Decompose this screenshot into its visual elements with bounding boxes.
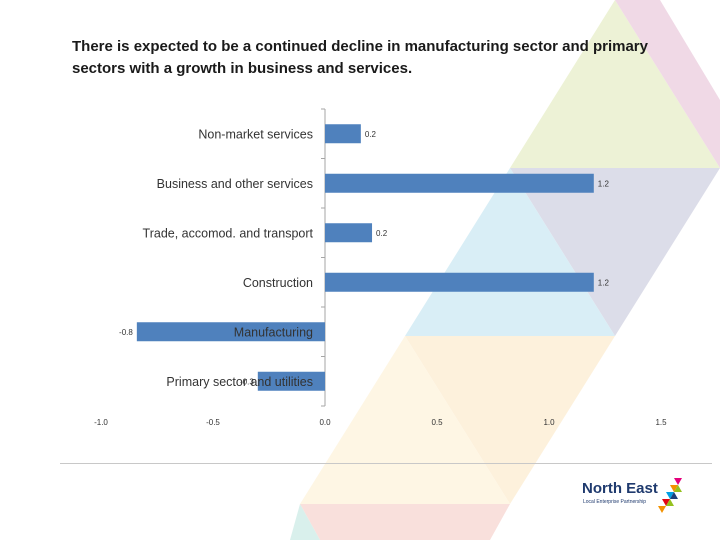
chart-labels: -1.0 -0.5 0.0 0.5 1.0 1.5 Non-market services 0… (94, 127, 667, 427)
category-label: Construction (243, 276, 313, 290)
x-tick-label: 0.5 (431, 418, 443, 427)
north-east-lep-logo: North East Local Enterprise Partnership (582, 478, 694, 518)
data-label: 1.2 (598, 179, 610, 188)
x-tick-label: -1.0 (94, 418, 108, 427)
slide-title: There is expected to be a continued decl… (72, 38, 648, 77)
data-label: 1.2 (598, 278, 610, 287)
chart-bars (136, 124, 594, 391)
bar-1 (325, 173, 594, 193)
x-tick-label: 1.0 (543, 418, 555, 427)
x-tick-label: -0.5 (206, 418, 220, 427)
data-label: -0.3 (240, 377, 254, 386)
data-label: 0.2 (376, 229, 388, 238)
category-label: Trade, accomod. and transport (143, 226, 314, 240)
data-label: 0.2 (365, 130, 377, 139)
logo-name: North East (582, 480, 658, 497)
bar-4 (136, 322, 325, 342)
logo-mark-icon (658, 478, 682, 513)
footer-divider (60, 463, 712, 464)
bar-5 (257, 371, 325, 391)
category-label: Manufacturing (234, 325, 313, 339)
x-tick-label: 1.5 (655, 418, 667, 427)
data-label: -0.8 (119, 328, 133, 337)
category-label: Non-market services (198, 127, 313, 141)
bar-3 (325, 272, 594, 292)
chart-axes (321, 108, 326, 407)
bar-2 (325, 223, 373, 243)
category-label: Primary sector and utilities (166, 375, 313, 389)
category-label: Business and other services (157, 177, 313, 191)
logo-subtitle: Local Enterprise Partnership (583, 499, 647, 505)
bar-0 (325, 124, 361, 144)
x-tick-label: 0.0 (319, 418, 331, 427)
